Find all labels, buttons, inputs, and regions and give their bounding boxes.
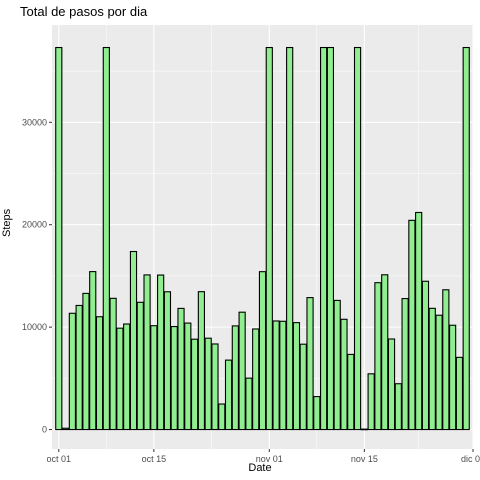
bar: [286, 46, 294, 431]
bar: [299, 343, 307, 431]
bar: [252, 328, 260, 431]
bar: [340, 318, 348, 431]
bar: [224, 359, 233, 431]
bar: [184, 322, 192, 431]
bar: [163, 291, 172, 431]
x-tick-label: oct 01: [47, 454, 72, 464]
bar: [123, 323, 131, 431]
bar: [116, 327, 124, 431]
y-tick-label: 20000: [22, 220, 47, 230]
x-axis-label: Date: [248, 462, 272, 474]
bar: [347, 353, 355, 431]
x-tick-label: nov 15: [351, 454, 378, 464]
y-tick-label: 10000: [22, 322, 47, 332]
bar: [61, 427, 70, 431]
bar: [136, 301, 144, 431]
bar: [415, 211, 423, 431]
bar: [190, 338, 199, 431]
bar: [313, 396, 321, 431]
bar: [129, 250, 138, 431]
bar: [408, 219, 416, 431]
bar: [292, 322, 301, 431]
bar: [401, 298, 409, 431]
bar: [442, 289, 450, 431]
bar: [82, 292, 90, 431]
bar: [367, 373, 375, 431]
tick-layer: 0 10000 20000 30000 oct 01 oct 15 nov 01 nov 15…: [22, 117, 480, 464]
bar: [143, 274, 151, 431]
bar: [320, 46, 328, 431]
bar: [279, 320, 287, 431]
bar-layer: [55, 46, 470, 431]
bar: [95, 316, 104, 431]
bar: [245, 377, 253, 431]
bar: [435, 314, 443, 431]
bar: [360, 428, 368, 431]
bar: [89, 271, 97, 431]
bar: [55, 46, 63, 431]
bar: [306, 297, 314, 431]
bar: [333, 299, 341, 431]
bar: [421, 280, 430, 431]
bar: [218, 403, 226, 431]
bar: [238, 311, 246, 431]
x-tick-label: oct 15: [142, 454, 167, 464]
bar: [170, 326, 178, 431]
bar: [102, 46, 110, 431]
bar: [177, 307, 185, 431]
bar: [394, 383, 402, 431]
bar: [109, 297, 117, 431]
chart-title: Total de pasos por dia: [20, 4, 148, 19]
y-tick-label: 30000: [22, 117, 47, 127]
bar: [150, 325, 158, 431]
bar: [462, 46, 470, 431]
y-tick-label: 0: [42, 425, 47, 435]
bar: [455, 356, 464, 431]
bar: [387, 338, 396, 431]
bar: [204, 337, 212, 431]
y-axis-label: Steps: [1, 208, 13, 237]
x-tick-label: nov 01: [256, 454, 283, 464]
bar: [428, 307, 436, 431]
bar: [381, 274, 389, 431]
bar: [449, 324, 457, 431]
bar: [326, 46, 335, 431]
bar: [75, 304, 83, 431]
bar: [211, 343, 219, 431]
bar: [272, 320, 280, 431]
bar: [197, 291, 205, 431]
bar: [231, 325, 239, 431]
bar: [157, 274, 165, 431]
bar: [265, 46, 273, 431]
x-tick-label: dic 01: [461, 454, 480, 464]
bar: [374, 282, 382, 431]
bar: [68, 312, 76, 431]
bar: [258, 271, 267, 431]
bar: [353, 46, 362, 431]
